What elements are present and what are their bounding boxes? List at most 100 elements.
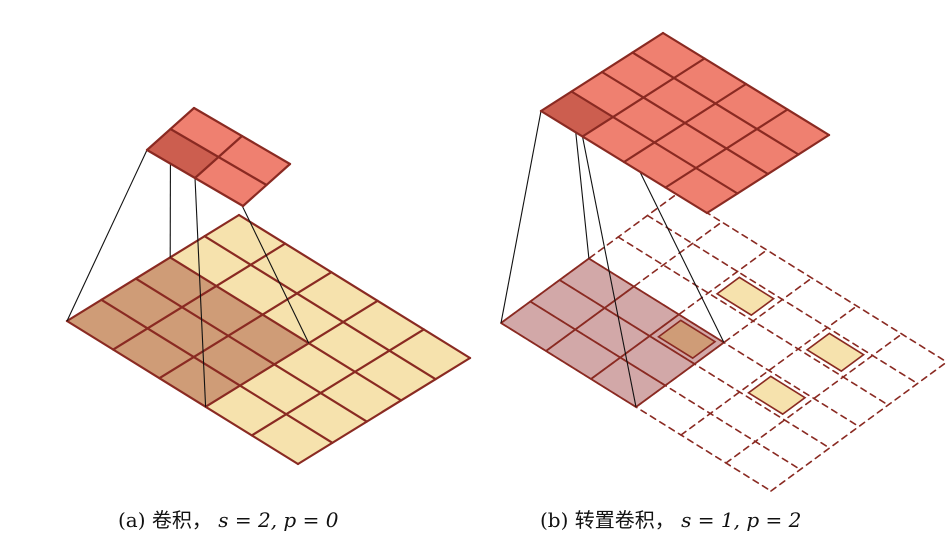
panel-b-kernel-line: [500, 322, 637, 408]
panel-a-input-lines-col-line: [112, 242, 287, 351]
panel-b-input-grid: [500, 193, 948, 492]
panel-a-input-grid: [65, 213, 472, 466]
panel-b-output-cell: [582, 117, 655, 162]
panel-a-output-lines: [145, 106, 292, 208]
panel-b-output-lines-row-line: [631, 51, 800, 156]
panel-a-input-cell-highlight: [159, 357, 240, 407]
panel-a-output-lines-row-line: [192, 106, 292, 166]
panel-b-output-cell: [624, 142, 696, 188]
panel-b-output-cell: [696, 148, 768, 194]
panel-a-input-cell-highlight: [228, 314, 309, 365]
panel-b-output-cell: [665, 168, 738, 213]
panel-a-output-cell: [195, 157, 267, 206]
panel-b-output-cell: [685, 103, 757, 149]
panel-a-input-cell: [250, 243, 332, 294]
panel-b-output-cell: [654, 123, 727, 168]
caption-b-title: 转置卷积，: [574, 508, 675, 532]
panel-a-input-lines-row-line: [169, 256, 403, 402]
panel-a-input-cell-highlight: [193, 335, 275, 386]
panel-b-kernel-line: [635, 341, 725, 408]
panel-a-input-cell: [170, 236, 251, 286]
panel-a-input-lines-col-line: [204, 299, 379, 408]
panel-a-input-cell: [262, 293, 344, 344]
panel-a-output-lines-row-line: [169, 127, 268, 187]
caption-b-prefix: (b): [540, 508, 569, 532]
panel-b-kernel-line: [559, 279, 696, 365]
panel-b-output-cell: [757, 109, 829, 155]
panel-b-input-cell: [805, 332, 866, 373]
panel-b-output-cell: [674, 58, 746, 104]
panel-a-input-cell: [355, 350, 436, 401]
panel-b-output-lines-col-line: [664, 108, 789, 189]
panel-b-transposed-convolution: [500, 31, 948, 492]
panel-a-input-lines-col-line: [65, 213, 241, 323]
caption-a: (a) 卷积， s = 2, p = 0: [118, 508, 338, 532]
panel-b-output-cell: [715, 84, 788, 129]
panel-a-input-lines-col-line: [250, 328, 425, 437]
panel-b-output-grid: [539, 31, 831, 215]
panel-a-input-cell: [343, 300, 424, 351]
panel-b-output-cell: [726, 129, 799, 174]
panel-a-output-cell-highlight: [147, 129, 219, 178]
panel-a-input-lines-row-line: [237, 213, 472, 360]
panel-b-kernel-line: [500, 257, 590, 324]
panel-b-input-cell: [715, 276, 776, 317]
panel-a-input-cell-highlight: [101, 278, 182, 329]
panel-a-projection-line: [194, 177, 207, 407]
panel-a-output-cell: [170, 108, 242, 157]
panel-a-output-cell: [218, 136, 290, 185]
panel-a-output-lines-col-line: [241, 162, 292, 208]
panel-a-convolution: [65, 106, 472, 466]
panel-a-input-lines-row-line: [65, 319, 300, 466]
panel-b-input-dashed-lines-row-line: [675, 193, 948, 363]
panel-a-input-cell: [389, 329, 470, 380]
panel-b-input-dashed-lines-col-line: [770, 361, 948, 492]
panel-b-output-lines-row-line: [661, 31, 831, 137]
panel-b-kernel-line: [588, 257, 725, 344]
panel-b-input-cell: [747, 375, 807, 416]
panel-b-projection-line: [500, 110, 542, 324]
caption-a-title: 卷积，: [151, 508, 212, 532]
panel-b-kernel-lines: [500, 257, 725, 408]
panel-a-output-grid: [145, 106, 292, 208]
panel-b-output-cell: [602, 52, 674, 98]
panel-a-input-lines-col-line: [158, 271, 333, 380]
panel-a-input-cell: [274, 343, 355, 393]
panel-a-input-cell-highlight: [67, 299, 148, 350]
panel-b-output-cell: [643, 78, 716, 123]
panel-a-input-cell-highlight: [135, 257, 217, 308]
panel-b-input-cell-highlight: [657, 319, 717, 360]
panel-a-input-cell: [320, 371, 402, 422]
panel-a-input-lines-col-line: [296, 356, 472, 466]
panel-b-kernel-line: [590, 313, 680, 380]
panel-b-kernel-overlay: [501, 258, 724, 407]
panel-b-input-dashed-lines-row-line: [646, 214, 919, 385]
panel-a-input-lines-row-line: [134, 277, 368, 423]
panel-a-input-cell-highlight: [113, 328, 194, 379]
panel-a-input-cell: [286, 393, 367, 443]
panel-b-output-cell: [571, 72, 644, 117]
panel-a-input-cell: [240, 364, 321, 415]
panel-b-kernel-line: [545, 285, 635, 352]
panel-b-projection-line: [581, 136, 637, 408]
panel-a-input-cell: [205, 385, 287, 436]
panel-b-output-lines: [539, 31, 831, 215]
panel-b-kernel-line: [529, 300, 666, 387]
caption-a-formula: s = 2, p = 0: [218, 508, 339, 532]
panel-a-input-cell: [216, 264, 297, 315]
caption-b: (b) 转置卷积， s = 1, p = 2: [540, 508, 801, 532]
panel-b-output-cell-highlight: [541, 91, 613, 137]
panel-a-projection-line: [66, 149, 148, 322]
panel-a-input-cell-highlight: [182, 286, 263, 336]
panel-b-output-lines-col-line: [705, 133, 831, 215]
caption-b-formula: s = 1, p = 2: [681, 508, 802, 532]
panel-a-input-cell: [308, 322, 390, 372]
panel-a-input-lines: [65, 213, 472, 466]
panel-b-output-cell: [632, 33, 705, 78]
panel-a-input-lines-row-line: [100, 298, 334, 444]
caption-a-prefix: (a): [118, 508, 146, 532]
panel-a-input-cell: [251, 414, 333, 464]
panel-b-output-cell: [613, 97, 685, 143]
